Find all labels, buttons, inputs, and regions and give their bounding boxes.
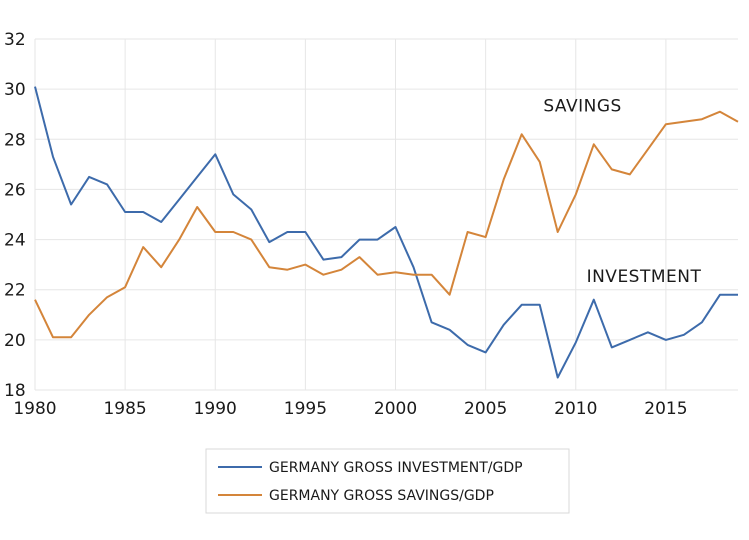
x-tick-label: 1980 xyxy=(13,399,56,419)
y-tick-label: 20 xyxy=(4,331,26,351)
y-tick-label: 18 xyxy=(4,381,26,401)
legend-label: GERMANY GROSS SAVINGS/GDP xyxy=(269,488,494,504)
y-tick-label: 30 xyxy=(4,80,26,100)
y-tick-label: 32 xyxy=(4,30,26,50)
annotations: SAVINGS INVESTMENT xyxy=(543,97,701,287)
x-tick-label: 1985 xyxy=(103,399,146,419)
y-tick-label: 22 xyxy=(4,281,26,301)
legend: GERMANY GROSS INVESTMENT/GDP GERMANY GROS… xyxy=(205,448,570,514)
grid xyxy=(34,38,738,391)
x-tick-label: 2005 xyxy=(464,399,507,419)
x-tick-label: 2015 xyxy=(644,399,687,419)
x-tick-label: 2000 xyxy=(374,399,417,419)
x-tick-label: 1995 xyxy=(284,399,327,419)
y-tick-label: 28 xyxy=(4,130,26,150)
x-tick-label: 2010 xyxy=(554,399,597,419)
series-lines xyxy=(34,86,739,379)
legend-box xyxy=(205,448,570,514)
y-axis-tick-labels: 18 20 22 24 26 28 30 32 xyxy=(4,30,26,401)
y-tick-label: 26 xyxy=(4,180,26,200)
y-tick-label: 24 xyxy=(4,231,26,251)
annotation-savings: SAVINGS xyxy=(543,97,621,117)
series-line-investment xyxy=(34,86,738,379)
legend-label: GERMANY GROSS INVESTMENT/GDP xyxy=(269,460,523,476)
x-tick-label: 1990 xyxy=(194,399,237,419)
series-line-savings xyxy=(34,110,739,339)
x-axis-tick-labels: 1980 1985 1990 1995 2000 2005 2010 2015 xyxy=(13,399,687,419)
annotation-investment: INVESTMENT xyxy=(587,267,702,287)
